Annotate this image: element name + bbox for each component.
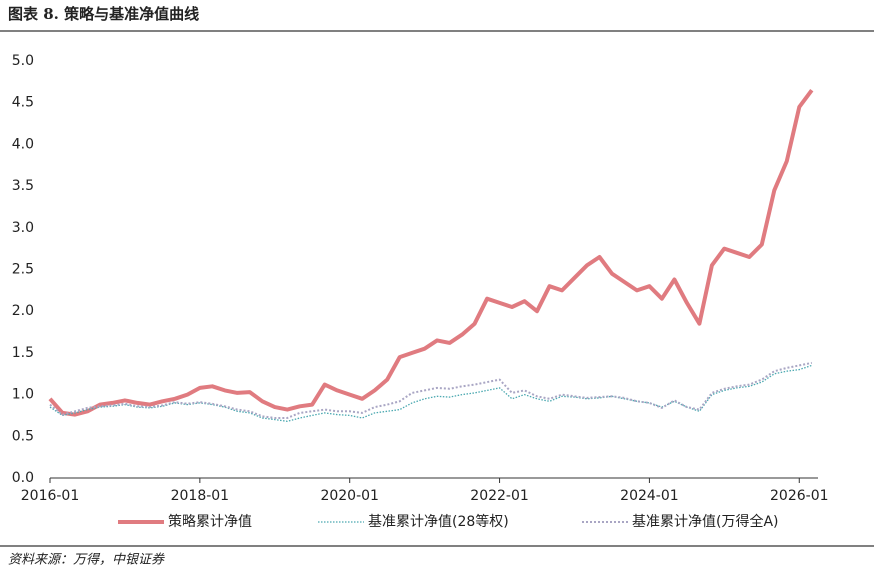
- y-tick-label: 1.5: [12, 345, 34, 361]
- y-tick-label: 2.5: [12, 262, 34, 278]
- legend-label: 基准累计净值(28等权): [368, 513, 509, 530]
- series-line: [49, 361, 812, 419]
- series-line: [48, 89, 814, 417]
- x-tick-label: 2024-01: [620, 488, 679, 504]
- series-line: [49, 364, 813, 422]
- legend-label: 基准累计净值(万得全A): [632, 513, 779, 530]
- chart-title: 图表 8. 策略与基准净值曲线: [8, 5, 199, 23]
- x-tick-label: 2020-01: [320, 488, 379, 504]
- y-tick-label: 1.0: [12, 387, 34, 403]
- y-tick-label: 4.0: [12, 136, 34, 152]
- y-tick-label: 4.5: [12, 95, 34, 111]
- legend-label: 策略累计净值: [168, 513, 252, 530]
- y-tick-label: 0.0: [12, 470, 34, 486]
- y-tick-label: 5.0: [12, 53, 34, 69]
- source: 资料来源：万得，中银证券: [8, 553, 165, 568]
- y-tick-label: 2.0: [12, 303, 34, 319]
- x-tick-label: 2026-01: [770, 488, 829, 504]
- y-tick-label: 3.5: [12, 178, 34, 194]
- x-tick-label: 2018-01: [171, 488, 230, 504]
- x-tick-label: 2016-01: [21, 488, 80, 504]
- x-tick-label: 2022-01: [470, 488, 529, 504]
- y-tick-label: 0.5: [12, 428, 34, 444]
- y-tick-label: 3.0: [12, 220, 34, 236]
